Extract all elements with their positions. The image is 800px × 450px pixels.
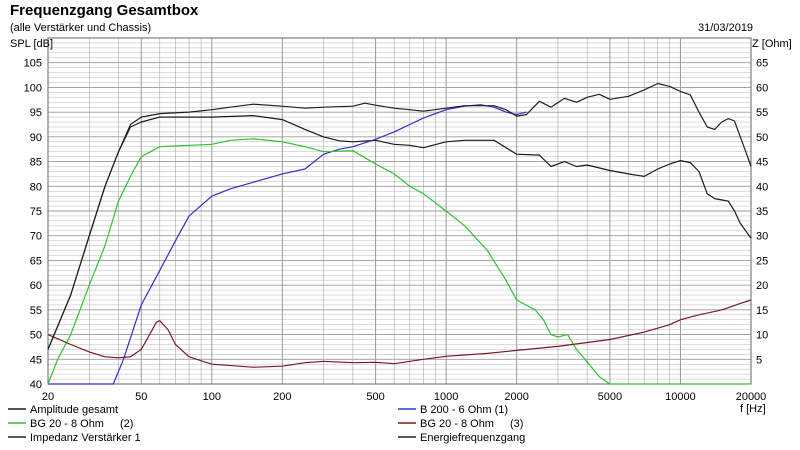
y-axis-left-label: SPL [dB] xyxy=(10,38,53,50)
x-tick-label: 200 xyxy=(273,391,291,403)
x-tick-label: 10000 xyxy=(665,391,696,403)
legend-label: B 200 - 6 Ohm (1) xyxy=(420,404,508,416)
y-tick-left-label: 50 xyxy=(30,330,42,342)
y-tick-left-label: 55 xyxy=(30,305,42,317)
y-tick-right-label: 20 xyxy=(756,280,768,292)
x-tick-label: 50 xyxy=(135,391,147,403)
y-tick-left-label: 85 xyxy=(30,157,42,169)
y-tick-right-label: 55 xyxy=(756,107,768,119)
y-tick-left-label: 105 xyxy=(24,58,42,70)
y-tick-right-label: 65 xyxy=(756,58,768,70)
legend-label: Impedanz Verstärker 1 xyxy=(30,432,141,444)
series-line-4 xyxy=(47,299,752,368)
legend-label-index: (3) xyxy=(510,418,523,430)
y-tick-right-label: 50 xyxy=(756,132,768,144)
y-tick-left-label: 45 xyxy=(30,354,42,366)
x-tick-label: 5000 xyxy=(598,391,622,403)
series-line-3 xyxy=(47,138,751,385)
legend-label-index: (2) xyxy=(120,418,133,430)
y-tick-right-label: 60 xyxy=(756,82,768,94)
y-tick-right-label: 45 xyxy=(756,157,768,169)
y-tick-left-label: 75 xyxy=(30,206,42,218)
chart-title: Frequenzgang Gesamtbox xyxy=(10,2,199,19)
y-tick-right-label: 35 xyxy=(756,206,768,218)
chart-date: 31/03/2019 xyxy=(698,22,754,34)
y-tick-right-label: 25 xyxy=(756,255,768,267)
series-group xyxy=(47,82,752,385)
legend-label: BG 20 - 8 Ohm xyxy=(420,418,494,430)
y-tick-left-label: 90 xyxy=(30,132,42,144)
legend-label: BG 20 - 8 Ohm xyxy=(30,418,104,430)
y-tick-left-label: 65 xyxy=(30,255,42,267)
series-line-1 xyxy=(47,115,752,350)
y-tick-left-label: 70 xyxy=(30,231,42,243)
chart-subtitle: (alle Verstärker und Chassis) xyxy=(10,22,152,34)
y-tick-right-label: 40 xyxy=(756,181,768,193)
legend: Amplitude gesamt BG 20 - 8 Ohm (2) Impedanz… xyxy=(8,404,525,444)
series-line-6 xyxy=(47,82,752,350)
x-tick-label: 1000 xyxy=(434,391,458,403)
x-axis-label: f [Hz] xyxy=(740,403,766,415)
x-tick-label: 2000 xyxy=(504,391,528,403)
legend-label: Energiefrequenzgang xyxy=(420,432,525,444)
y-tick-left-label: 40 xyxy=(30,379,42,391)
y-tick-right-label: 10 xyxy=(756,330,768,342)
plot-frame xyxy=(47,37,752,385)
y-tick-right-label: 5 xyxy=(756,354,762,366)
x-tick-label: 20 xyxy=(42,391,54,403)
legend-label: Amplitude gesamt xyxy=(30,404,118,416)
y-tick-left-label: 95 xyxy=(30,107,42,119)
y-tick-left-label: 80 xyxy=(30,181,42,193)
y-tick-left-label: 100 xyxy=(24,82,42,94)
y-axis-right-label: Z [Ohm] xyxy=(752,38,792,50)
y-tick-right-label: 30 xyxy=(756,231,768,243)
x-tick-label: 500 xyxy=(366,391,384,403)
axis-ticks: 20 50 100 200 500 1000 2000 5000 10000 20000 40 45 5… xyxy=(24,58,769,403)
x-tick-label: 20000 xyxy=(736,391,767,403)
x-tick-label: 100 xyxy=(203,391,221,403)
y-tick-right-label: 15 xyxy=(756,305,768,317)
y-tick-left-label: 60 xyxy=(30,280,42,292)
